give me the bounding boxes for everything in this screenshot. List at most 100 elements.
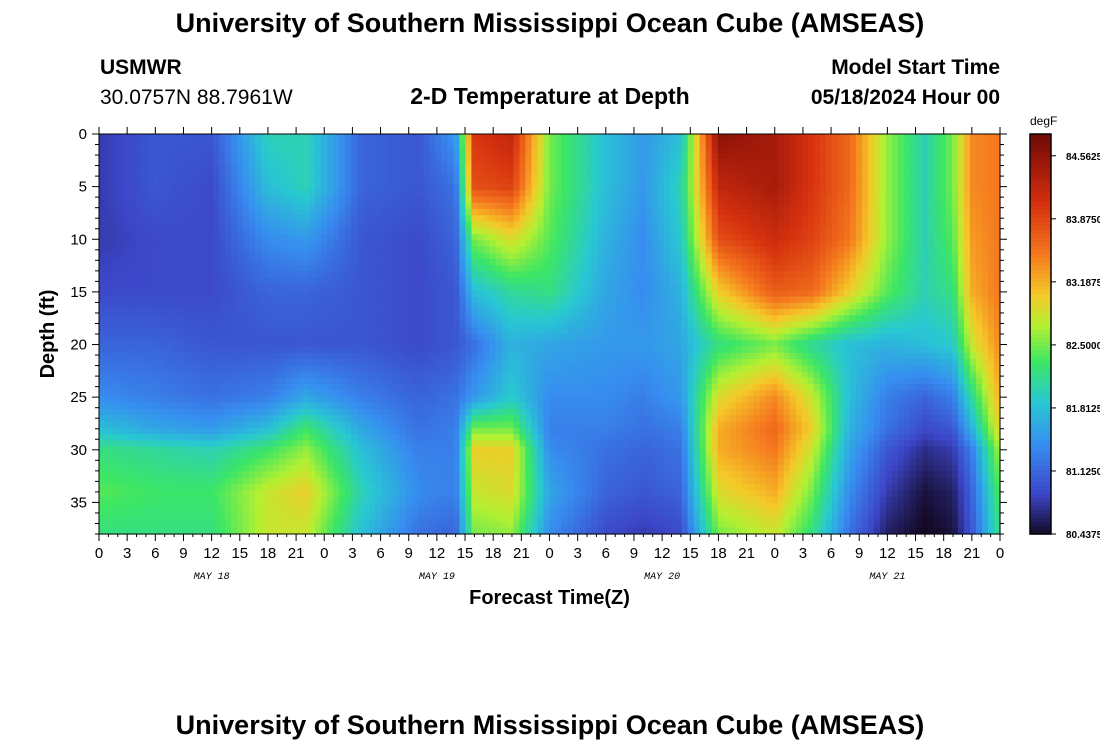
heatmap-cell xyxy=(123,196,130,204)
heatmap-cell xyxy=(699,252,707,260)
heatmap-cell xyxy=(483,240,491,248)
heatmap-cell xyxy=(741,184,749,191)
heatmap-cell xyxy=(741,246,749,254)
heatmap-cell xyxy=(795,209,803,216)
heatmap-cell xyxy=(543,265,551,273)
heatmap-cell xyxy=(537,146,545,154)
heatmap-cell xyxy=(231,315,238,323)
heatmap-cell xyxy=(987,290,995,298)
heatmap-cell xyxy=(765,152,773,160)
heatmap-cell xyxy=(849,140,857,148)
heatmap-cell xyxy=(543,271,551,279)
heatmap-cell xyxy=(699,234,707,241)
heatmap-cell xyxy=(921,321,929,329)
heatmap-cell xyxy=(909,246,917,254)
station-name: USMWR xyxy=(100,56,182,79)
heatmap-cell xyxy=(801,202,809,210)
heatmap-cell xyxy=(903,327,911,335)
heatmap-cell xyxy=(537,277,545,285)
heatmap-cell xyxy=(105,209,112,216)
heatmap-cell xyxy=(591,146,599,154)
heatmap-cell xyxy=(777,196,785,204)
heatmap-cell xyxy=(405,290,412,298)
heatmap-cell xyxy=(207,152,214,160)
heatmap-cell xyxy=(651,302,659,310)
heatmap-cell xyxy=(699,284,707,291)
heatmap-cell xyxy=(243,171,250,179)
heatmap-cell xyxy=(831,327,839,335)
heatmap-cell xyxy=(765,240,773,248)
heatmap-cell xyxy=(927,302,935,310)
heatmap-cell xyxy=(315,246,322,254)
heatmap-cell xyxy=(417,321,424,329)
heatmap-cell xyxy=(489,259,497,266)
heatmap-cell xyxy=(183,177,190,185)
heatmap-cell xyxy=(267,277,274,285)
heatmap-cell xyxy=(801,152,809,160)
heatmap-cell xyxy=(435,309,442,316)
heatmap-cell xyxy=(357,334,364,341)
heatmap-cell xyxy=(861,290,869,298)
heatmap-cell xyxy=(291,259,298,266)
heatmap-cell xyxy=(801,296,809,304)
heatmap-cell xyxy=(765,134,773,141)
heatmap-cell xyxy=(525,321,533,329)
heatmap-cell xyxy=(399,215,406,223)
heatmap-cell xyxy=(591,227,599,235)
heatmap-cell xyxy=(261,171,268,179)
heatmap-cell xyxy=(567,284,575,291)
heatmap-cell xyxy=(759,284,767,291)
heatmap-cell xyxy=(447,177,454,185)
heatmap-cell xyxy=(789,321,797,329)
heatmap-cell xyxy=(315,252,322,260)
heatmap-cell xyxy=(129,315,136,323)
heatmap-cell xyxy=(531,209,539,216)
heatmap-cell xyxy=(483,334,491,341)
heatmap-cell xyxy=(537,196,545,204)
heatmap-cell xyxy=(831,284,839,291)
heatmap-cell xyxy=(201,202,208,210)
heatmap-cell xyxy=(735,134,743,141)
heatmap-cell xyxy=(885,184,893,191)
heatmap-cell xyxy=(723,240,731,248)
heatmap-cell xyxy=(561,334,569,341)
heatmap-cell xyxy=(861,302,869,310)
heatmap-cell xyxy=(123,246,130,254)
heatmap-cell xyxy=(759,259,767,266)
heatmap-cell xyxy=(927,159,935,166)
heatmap-cell xyxy=(531,309,539,316)
heatmap-cell xyxy=(243,184,250,191)
heatmap-cell xyxy=(417,209,424,216)
heatmap-cell xyxy=(201,159,208,166)
heatmap-cell xyxy=(711,146,719,154)
heatmap-cell xyxy=(465,284,473,291)
heatmap-cell xyxy=(105,221,112,229)
heatmap-cell xyxy=(681,171,689,179)
heatmap-cell xyxy=(615,196,623,204)
heatmap-cell xyxy=(363,159,370,166)
heatmap-cell xyxy=(939,190,947,198)
heatmap-cell xyxy=(405,209,412,216)
heatmap-cell xyxy=(507,252,515,260)
heatmap-cell xyxy=(939,327,947,335)
heatmap-cell xyxy=(201,184,208,191)
heatmap-cell xyxy=(621,190,629,198)
heatmap-cell xyxy=(237,315,244,323)
heatmap-cell xyxy=(423,271,430,279)
heatmap-cell xyxy=(831,140,839,148)
heatmap-cell xyxy=(99,140,106,148)
heatmap-cell xyxy=(867,296,875,304)
heatmap-cell xyxy=(747,246,755,254)
heatmap-cell xyxy=(909,171,917,179)
heatmap-cell xyxy=(945,227,953,235)
heatmap-cell xyxy=(267,196,274,204)
heatmap-cell xyxy=(921,309,929,316)
heatmap-cell xyxy=(867,321,875,329)
heatmap-cell xyxy=(315,340,322,348)
heatmap-cell xyxy=(969,159,977,166)
heatmap-cell xyxy=(723,290,731,298)
heatmap-cell xyxy=(909,265,917,273)
heatmap-cell xyxy=(939,202,947,210)
heatmap-cell xyxy=(297,321,304,329)
heatmap-cell xyxy=(165,271,172,279)
